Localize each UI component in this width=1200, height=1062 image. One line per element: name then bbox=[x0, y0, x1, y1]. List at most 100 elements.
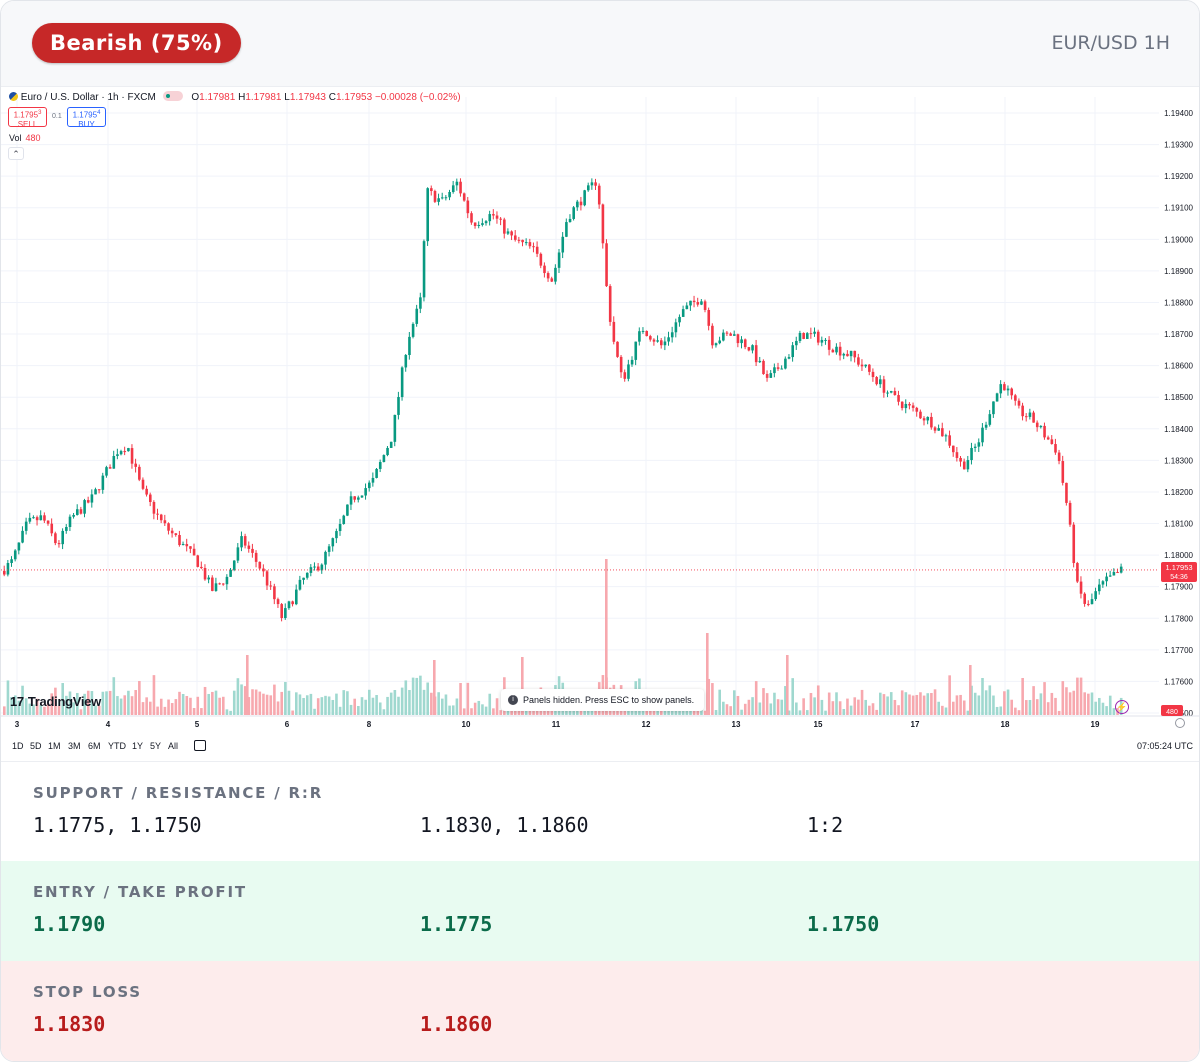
candle-body bbox=[265, 571, 269, 586]
volume-bar bbox=[145, 697, 148, 715]
candle-body bbox=[451, 185, 455, 193]
range-6m[interactable]: 6M bbox=[88, 741, 101, 751]
volume-bar bbox=[886, 696, 889, 715]
volume-bar bbox=[240, 684, 243, 715]
volume-bar bbox=[1039, 693, 1043, 715]
volume-bar bbox=[495, 698, 499, 715]
candle-body bbox=[674, 322, 678, 333]
range-5d[interactable]: 5D bbox=[30, 741, 42, 751]
candle-body bbox=[178, 535, 181, 546]
candle-body bbox=[419, 297, 422, 309]
volume-bar bbox=[331, 699, 335, 715]
range-ytd[interactable]: YTD bbox=[108, 741, 126, 751]
candle-body bbox=[911, 405, 915, 408]
volume-bar bbox=[977, 695, 981, 715]
candle-body bbox=[141, 479, 145, 489]
range-1m[interactable]: 1M bbox=[48, 741, 61, 751]
range-3m[interactable]: 3M bbox=[68, 741, 81, 751]
candle-body bbox=[1087, 603, 1090, 605]
candle-body bbox=[159, 514, 163, 521]
price-chart[interactable]: 1.19400 1.19300 1.19200 1.19100 1.19000 1.189… bbox=[1, 87, 1200, 759]
candle-body bbox=[663, 341, 667, 346]
volume-bar bbox=[378, 702, 382, 715]
volume-bar bbox=[375, 695, 378, 715]
volume-bar bbox=[809, 692, 813, 715]
volume-bar bbox=[159, 698, 163, 715]
volume-bar bbox=[320, 697, 324, 715]
tradingview-logo[interactable]: 17 TradingView bbox=[10, 694, 101, 709]
candle-body bbox=[1068, 502, 1072, 525]
candle-body bbox=[751, 345, 754, 351]
volume-bar bbox=[846, 698, 849, 715]
volume-bar bbox=[900, 690, 904, 715]
volume-bar bbox=[973, 692, 977, 715]
candle-body bbox=[349, 496, 353, 505]
volume-bar bbox=[962, 700, 966, 715]
volume-bar bbox=[889, 692, 893, 715]
volume-bar bbox=[156, 706, 159, 715]
range-all[interactable]: All bbox=[168, 741, 179, 751]
x-tick-label: 15 bbox=[814, 720, 823, 729]
candle-body bbox=[492, 214, 495, 216]
volume-bar bbox=[933, 689, 937, 715]
candle-body bbox=[576, 201, 579, 208]
quantity-value[interactable]: 0.1 bbox=[52, 113, 62, 120]
settings-gear-icon[interactable] bbox=[1175, 718, 1185, 728]
resistance-levels: 1.1830, 1.1860 bbox=[420, 813, 589, 837]
volume-bar bbox=[265, 694, 269, 715]
candle-body bbox=[13, 550, 17, 560]
volume-bar bbox=[287, 690, 291, 715]
candle-body bbox=[678, 316, 681, 323]
candle-body bbox=[528, 242, 532, 247]
candle-body bbox=[1017, 400, 1021, 406]
candle-body bbox=[1057, 452, 1061, 462]
sell-button[interactable]: 1.17953 SELL bbox=[8, 107, 47, 129]
buy-button[interactable]: 1.17954 BUY bbox=[67, 107, 106, 129]
volume-bar bbox=[422, 689, 426, 715]
candle-body bbox=[941, 428, 944, 437]
candle-body bbox=[798, 332, 802, 341]
volume-bar bbox=[988, 685, 992, 715]
candle-body bbox=[17, 542, 21, 551]
candle-body bbox=[61, 530, 64, 545]
candle-body bbox=[54, 533, 57, 544]
volume-bar bbox=[444, 694, 448, 715]
y-tick-label: 1.18200 bbox=[1164, 488, 1193, 497]
candle-body bbox=[1079, 581, 1083, 594]
range-1d[interactable]: 1D bbox=[12, 741, 24, 751]
volume-bar bbox=[1072, 690, 1076, 715]
candlestick-chart[interactable]: 1.19400 1.19300 1.19200 1.19100 1.19000 1.189… bbox=[1, 87, 1200, 759]
volume-bar bbox=[185, 696, 189, 715]
candle-body bbox=[806, 333, 809, 339]
volume-bar bbox=[54, 687, 57, 715]
candle-body bbox=[608, 286, 612, 322]
candle-body bbox=[981, 427, 984, 443]
volume-bar bbox=[860, 689, 864, 715]
candle-body bbox=[1083, 593, 1086, 604]
status-dot-icon[interactable] bbox=[162, 91, 183, 101]
candle-body bbox=[649, 336, 652, 340]
range-1y[interactable]: 1Y bbox=[132, 741, 144, 751]
volume-bar bbox=[871, 703, 875, 715]
volume-bar bbox=[441, 698, 444, 715]
candle-body bbox=[1046, 437, 1050, 440]
candle-body bbox=[959, 457, 962, 462]
volume-bar bbox=[769, 703, 773, 715]
collapse-legend-button[interactable]: ⌃ bbox=[8, 147, 24, 160]
volume-bar bbox=[426, 682, 429, 715]
volume-bar bbox=[831, 701, 835, 715]
candle-body bbox=[90, 494, 94, 503]
candle-body bbox=[707, 309, 711, 326]
candle-body bbox=[218, 583, 221, 585]
candle-body bbox=[6, 563, 10, 575]
y-tick-label: 1.18400 bbox=[1164, 425, 1193, 434]
stop-loss-1: 1.1830 bbox=[33, 1012, 106, 1036]
lightning-icon[interactable]: ⚡ bbox=[1115, 700, 1129, 714]
volume-bar bbox=[893, 699, 897, 715]
range-5y[interactable]: 5Y bbox=[150, 741, 162, 751]
calendar-icon[interactable] bbox=[194, 740, 206, 751]
candle-body bbox=[937, 428, 940, 431]
volume-bar bbox=[484, 706, 488, 715]
candle-body bbox=[225, 576, 229, 585]
candle-body bbox=[597, 185, 601, 205]
